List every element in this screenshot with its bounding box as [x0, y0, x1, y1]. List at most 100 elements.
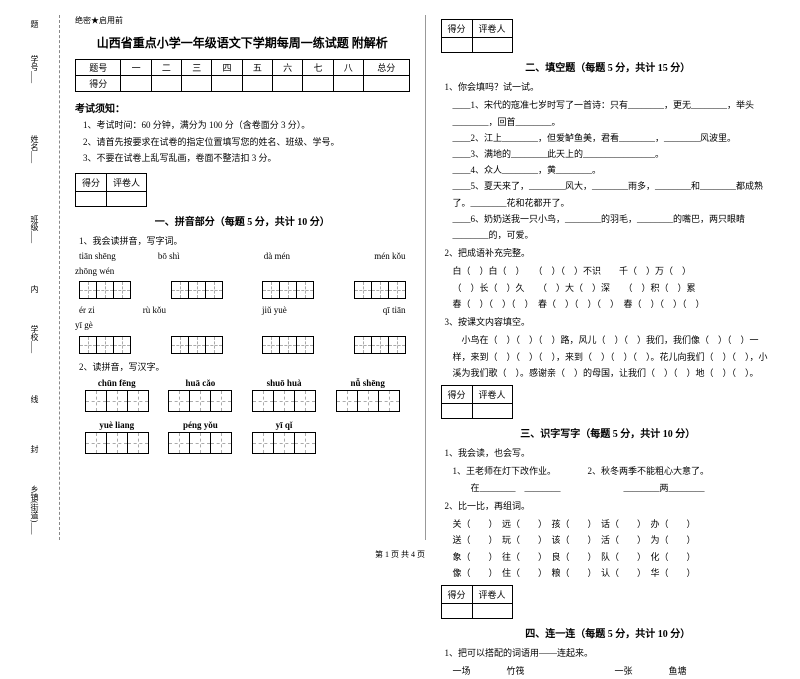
- score-header-cell: 四: [212, 60, 242, 76]
- bind-label: 学校___: [29, 325, 40, 353]
- pinyin: jiǔ yuè: [262, 305, 287, 315]
- section-scorebox: 得分评卷人: [441, 585, 513, 619]
- pinyin: rù kǒu: [143, 305, 166, 315]
- fill-line: 一场 竹筏 一张 鱼塘: [453, 663, 776, 679]
- fill-line: ____1、宋代的寇准七岁时写了一首诗：只有________，更无_______…: [453, 97, 776, 129]
- question-1: 1、我会读拼音，写字词。: [79, 234, 410, 248]
- pinyin: ér zi: [79, 305, 95, 315]
- question: 1、我会读，也会写。: [445, 446, 776, 460]
- score-header-cell: 七: [303, 60, 333, 76]
- scorebox-label: 得分: [441, 385, 472, 403]
- section-scorebox: 得分评卷人: [75, 173, 147, 207]
- fill-line: 在________ ________ ________两________: [453, 480, 776, 496]
- pinyin-row: tiān shēng bō shì dà mén mén kǒu: [79, 251, 406, 261]
- fill-line: 春（ ）（ ）（ ） 春（ ）（ ）（ ） 春（ ）（ ）（ ）: [453, 296, 776, 312]
- fill-line: （ ）长（ ）久 （ ）大（ ）深 （ ）积（ ）累: [453, 280, 776, 296]
- score-cell: [363, 76, 409, 92]
- score-cell: [242, 76, 272, 92]
- score-cell: [151, 76, 181, 92]
- left-column: 绝密★启用前 山西省重点小学一年级语文下学期每周一练试题 附解析 题号一二三四五…: [60, 15, 426, 540]
- pinyin: dà mén: [264, 251, 290, 261]
- section-scorebox: 得分评卷人: [441, 385, 513, 419]
- section-2-title: 二、填空题（每题 5 分，共计 15 分）: [441, 59, 776, 74]
- bind-label: 题: [29, 20, 40, 28]
- score-cell: [182, 76, 212, 92]
- fill-line: 小鸟在（ ）（ ）（ ）路，风儿（ ）（ ）我们，我们像（ ）（ ）一样，来到（…: [453, 332, 776, 381]
- score-header-cell: 八: [333, 60, 363, 76]
- tian-grid-row: [79, 281, 406, 299]
- scorebox-label: 得分: [441, 20, 472, 38]
- question: 1、把可以搭配的词语用——连起来。: [445, 646, 776, 660]
- pinyin: bō shì: [158, 251, 180, 261]
- pinyin-row: ér zi rù kǒu jiǔ yuè qī tiān: [79, 305, 406, 315]
- bind-label: 线: [29, 395, 40, 403]
- big-grid-row: yuè liang péng yǒu yī qǐ x: [75, 420, 410, 454]
- score-header-cell: 三: [182, 60, 212, 76]
- bind-label: 乡镇(街道)___: [29, 485, 40, 534]
- pinyin: huā cǎo: [168, 378, 232, 388]
- score-header-cell: 五: [242, 60, 272, 76]
- score-row-label: 得分: [76, 76, 121, 92]
- pinyin: qī tiān: [383, 305, 406, 315]
- score-table: 题号一二三四五六七八总分 得分: [75, 59, 410, 92]
- fill-line: 关（ ） 远（ ） 孩（ ） 话（ ） 办（ ）: [453, 516, 776, 532]
- scorebox-label: 评卷人: [472, 20, 512, 38]
- scorebox-label: 得分: [76, 173, 107, 191]
- pinyin-extra: zhōng wén: [75, 264, 410, 278]
- pinyin: péng yǒu: [168, 420, 232, 430]
- notice-item: 1、考试时间：60 分钟，满分为 100 分（含卷面分 3 分）。: [83, 119, 410, 133]
- big-grid-row: chūn fēng huā cǎo shuō huà nǚ shēng: [75, 378, 410, 412]
- score-header-cell: 总分: [363, 60, 409, 76]
- pinyin: yuè liang: [85, 420, 149, 430]
- question: 2、把成语补充完整。: [445, 246, 776, 260]
- bind-label: 内: [29, 285, 40, 293]
- tian-grid-row: [79, 336, 406, 354]
- fill-line: ____6、奶奶送我一只小鸟，________的羽毛，________的嘴巴，两…: [453, 211, 776, 243]
- pinyin: nǚ shēng: [336, 378, 400, 388]
- score-cell: [273, 76, 303, 92]
- question-2: 2、读拼音，写汉字。: [79, 360, 410, 374]
- notice-item: 2、请首先按要求在试卷的指定位置填写您的姓名、班级、学号。: [83, 136, 410, 150]
- bind-label: 封: [29, 445, 40, 453]
- scorebox-label: 评卷人: [472, 585, 512, 603]
- score-header-cell: 题号: [76, 60, 121, 76]
- score-header-cell: 六: [273, 60, 303, 76]
- section-3-title: 三、识字写字（每题 5 分，共计 10 分）: [441, 425, 776, 440]
- fill-line: 像（ ） 住（ ） 粮（ ） 认（ ） 华（ ）: [453, 565, 776, 581]
- page-footer: 第 1 页 共 4 页: [0, 549, 800, 560]
- right-column: 得分评卷人 二、填空题（每题 5 分，共计 15 分） 1、你会填吗？试一试。 …: [426, 15, 791, 540]
- section-4-title: 四、连一连（每题 5 分，共计 10 分）: [441, 625, 776, 640]
- fill-line: ____2、江上________，但爱鲈鱼美，君看________，______…: [453, 130, 776, 146]
- score-cell: [121, 76, 151, 92]
- question: 3、按课文内容填空。: [445, 315, 776, 329]
- section-scorebox: 得分评卷人: [441, 19, 513, 53]
- fill-line: 白（ ）白（ ） （ ）（ ）不识 千（ ）万（ ）: [453, 263, 776, 279]
- exam-title: 山西省重点小学一年级语文下学期每周一练试题 附解析: [75, 34, 410, 51]
- score-cell: [303, 76, 333, 92]
- pinyin: shuō huà: [252, 378, 316, 388]
- binding-column: 题 学号___ 姓名___ 班级___ 内 学校___ 线 封 乡镇(街道)__…: [10, 15, 60, 540]
- scorebox-label: 得分: [441, 585, 472, 603]
- notice-item: 3、不要在试卷上乱写乱画，卷面不整洁扣 3 分。: [83, 152, 410, 166]
- question: 1、你会填吗？试一试。: [445, 80, 776, 94]
- fill-line: ____5、夏天来了，________风大，________雨多，_______…: [453, 178, 776, 210]
- pinyin: chūn fēng: [85, 378, 149, 388]
- pinyin: yī qǐ: [252, 420, 316, 430]
- pinyin-extra: yī gè: [75, 318, 410, 332]
- score-cell: [333, 76, 363, 92]
- bind-label: 学号___: [29, 55, 40, 83]
- fill-line: ____3、满地的________此天上的________________。: [453, 146, 776, 162]
- pinyin: mén kǒu: [374, 251, 405, 261]
- fill-line: 送（ ） 玩（ ） 该（ ） 活（ ） 为（ ）: [453, 532, 776, 548]
- score-header-cell: 一: [121, 60, 151, 76]
- bind-label: 姓名___: [29, 135, 40, 163]
- scorebox-label: 评卷人: [472, 385, 512, 403]
- secrecy-tag: 绝密★启用前: [75, 15, 410, 26]
- fill-line: ____4、众人________，黄________。: [453, 162, 776, 178]
- section-1-title: 一、拼音部分（每题 5 分，共计 10 分）: [75, 213, 410, 228]
- scorebox-label: 评卷人: [107, 173, 147, 191]
- notice-head: 考试须知：: [75, 100, 410, 115]
- fill-line: 1、王老师在灯下改作业。 2、秋冬两季不能粗心大意了。: [453, 463, 776, 479]
- score-header-cell: 二: [151, 60, 181, 76]
- bind-label: 班级___: [29, 215, 40, 243]
